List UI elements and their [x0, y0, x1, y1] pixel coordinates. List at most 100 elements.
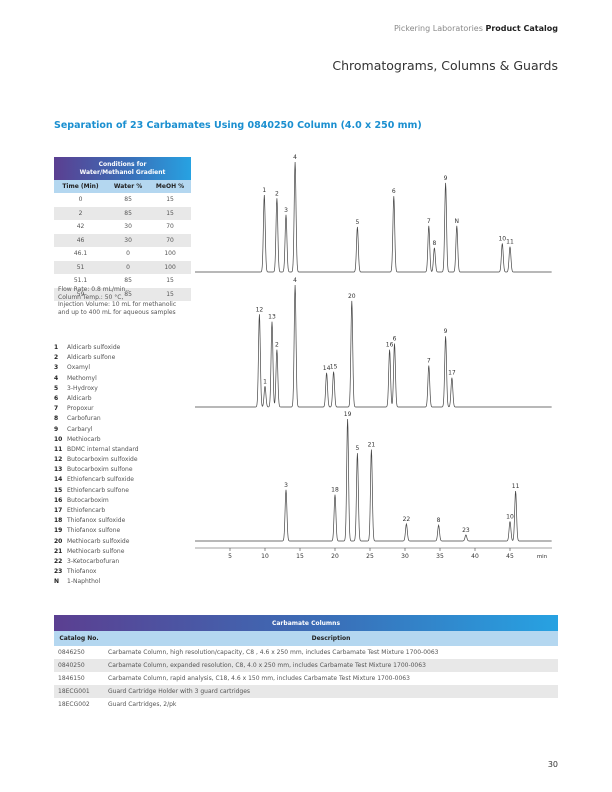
x-tick-label: 15 [296, 553, 304, 560]
x-tick-label: 10 [261, 553, 269, 560]
compound-item: 19 Thiofanox sulfone [54, 526, 139, 536]
peak-label: 7 [427, 218, 431, 225]
peak-label: 7 [427, 358, 431, 365]
table-row: 0 85 15 [54, 193, 191, 207]
catalog-number: 1846150 [58, 675, 85, 682]
peak-label: 22 [403, 516, 411, 523]
peak-label: 12 [256, 306, 264, 313]
table-cell: 51.1 [73, 277, 88, 285]
table-cell: 0 [78, 196, 83, 204]
compound-name: Carbaryl [67, 425, 93, 433]
table-row: 59 85 15 [54, 287, 191, 301]
page-title: Chromatograms, Columns & Guards [332, 58, 558, 73]
table-cell: 70 [149, 233, 191, 247]
table-row: 0846250 Carbamate Column, high resolution… [54, 646, 558, 659]
compound-item: N 1-Naphthol [54, 577, 139, 587]
compound-number: 1 [54, 344, 59, 351]
table-cell: 0 [126, 250, 130, 258]
note-line: Column Temp.: 50 °C, [58, 293, 124, 301]
compound-name: Butocarboxim sulfoxide [67, 456, 138, 464]
peak-label: 6 [392, 188, 396, 195]
compound-name: Methomyl [67, 374, 97, 382]
compound-number: 5 [54, 384, 59, 392]
compound-number: N [54, 578, 60, 586]
peak-label: 8 [437, 517, 441, 524]
compound-name: Aldicarb sulfone [67, 354, 116, 362]
compound-name: Thiofanox sulfone [67, 527, 121, 535]
compound-name: Thiofanox sulfoxide [67, 517, 126, 525]
table-row: 42 30 70 [54, 220, 191, 234]
compound-name: Methiocarb sulfone [67, 547, 125, 555]
compound-number: 20 [54, 537, 63, 545]
compound-name: Ethiofencarb [67, 507, 106, 514]
peak-label: 6 [393, 336, 397, 343]
compound-number: 9 [54, 425, 59, 433]
section-title: Separation of 23 Carbamates Using 084025… [54, 120, 422, 131]
compound-number: 13 [54, 466, 63, 474]
table-row: 51 0 100 [54, 260, 191, 274]
compound-item: 12 Butocarboxim sulfoxide [54, 455, 139, 465]
x-axis-label: min [537, 554, 548, 560]
table-cell: 2 [54, 206, 108, 220]
table-cell: 85 [107, 287, 150, 301]
compound-legend: 1 Aldicarb sulfoxide 2 Aldicarb sulfone 3 Oxa… [54, 343, 139, 588]
compound-item: 8 Carbofuran [54, 414, 139, 424]
compound-item: 7 Propoxur [54, 404, 139, 414]
compound-number: 15 [54, 486, 63, 494]
compound-number: 3 [54, 364, 59, 372]
table-cell: 30 [124, 223, 132, 231]
peak-label: 10 [506, 514, 514, 521]
peak-label: 5 [355, 445, 359, 452]
catalog-number: 18ECG001 [54, 685, 104, 698]
compound-item: 18 Thiofanox sulfoxide [54, 516, 139, 526]
compound-item: 6 Aldicarb [54, 394, 139, 404]
compound-name: Aldicarb [67, 394, 92, 402]
compound-item: 22 3-Ketocarbofuran [54, 557, 139, 567]
compound-item: 2 Aldicarb sulfone [54, 353, 139, 363]
carbamate-columns-table: Carbamate Columns Catalog No. Descriptio… [54, 615, 558, 711]
peak-label: 4 [293, 154, 297, 161]
catalog-number: 0840250 [54, 659, 104, 672]
compound-item: 11 BDMC internal standard [54, 445, 139, 455]
compound-name: 3-Ketocarbofuran [67, 557, 120, 565]
table-row: 46.1 0 100 [54, 247, 191, 261]
compound-number: 4 [54, 374, 59, 382]
table-cell: 46.1 [73, 250, 88, 258]
col-header-description: Description [104, 631, 558, 646]
compound-number: 22 [54, 557, 63, 565]
table-row: 51.1 85 15 [54, 274, 191, 288]
peak-label: 9 [444, 328, 448, 335]
table-row: 1846150 Carbamate Column, rapid analysis,… [54, 672, 558, 685]
peak-label: 3 [284, 207, 288, 214]
table-cell: 15 [166, 196, 174, 204]
compound-item: 17 Ethiofencarb [54, 506, 139, 516]
note-line: Injection Volume: 10 mL for methanolic [58, 301, 177, 308]
compound-name: Oxamyl [67, 364, 91, 372]
table-row: 18ECG001 Guard Cartridge Holder with 3 gu… [54, 685, 558, 698]
col-header-time: Time (Min) [54, 180, 108, 193]
table-row: 0840250 Carbamate Column, expanded resolu… [54, 659, 558, 672]
table-cell: 85 [124, 196, 132, 204]
compound-number: 17 [54, 507, 63, 514]
peak-label: 17 [448, 370, 456, 377]
table-cell: 59 [54, 287, 108, 301]
compound-number: 16 [54, 496, 63, 504]
trace-line-2 [195, 284, 552, 408]
description: Carbamate Column, expanded resolution, C… [104, 659, 558, 672]
compound-number: 14 [54, 476, 63, 484]
table-cell: 85 [107, 206, 150, 220]
table-cell: 51 [54, 260, 108, 274]
peak-label: 10 [498, 235, 506, 242]
col-header-meoh: MeOH % [149, 180, 191, 193]
peak-label: 13 [268, 314, 276, 321]
col-header-catalog: Catalog No. [54, 631, 104, 646]
x-tick-label: 25 [366, 553, 374, 560]
compound-item: 23 Thiofanox [54, 567, 139, 577]
compound-number: 8 [54, 415, 59, 423]
table-cell: 0 [107, 260, 150, 274]
peak-label: 8 [432, 240, 436, 247]
brand-name: Pickering Laboratories [394, 24, 483, 33]
peak-label: 14 [323, 365, 331, 372]
table-row: 2 85 15 [54, 206, 191, 220]
